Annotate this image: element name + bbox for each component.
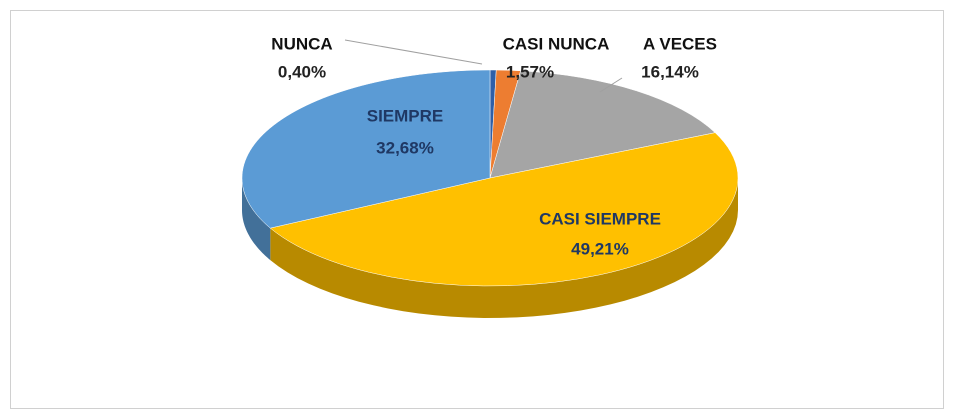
value-label: 32,68%	[376, 138, 434, 157]
slice-label: SIEMPRE	[367, 106, 444, 125]
slice-label: CASI NUNCA	[503, 34, 610, 53]
slice-side	[270, 178, 738, 318]
leader-line	[599, 77, 623, 93]
value-label: 0,40%	[278, 62, 326, 81]
slice	[489, 70, 716, 179]
slice	[269, 132, 739, 287]
value-label: 49,21%	[571, 239, 629, 258]
leader-line	[344, 39, 483, 65]
slice-side	[242, 178, 271, 261]
value-label: 16,14%	[641, 62, 699, 81]
slice-label: A VECES	[643, 34, 717, 53]
slice-label: CASI SIEMPRE	[539, 209, 661, 228]
slice-label: NUNCA	[271, 34, 332, 53]
slice	[241, 69, 491, 229]
value-label: 1,57%	[506, 62, 554, 81]
